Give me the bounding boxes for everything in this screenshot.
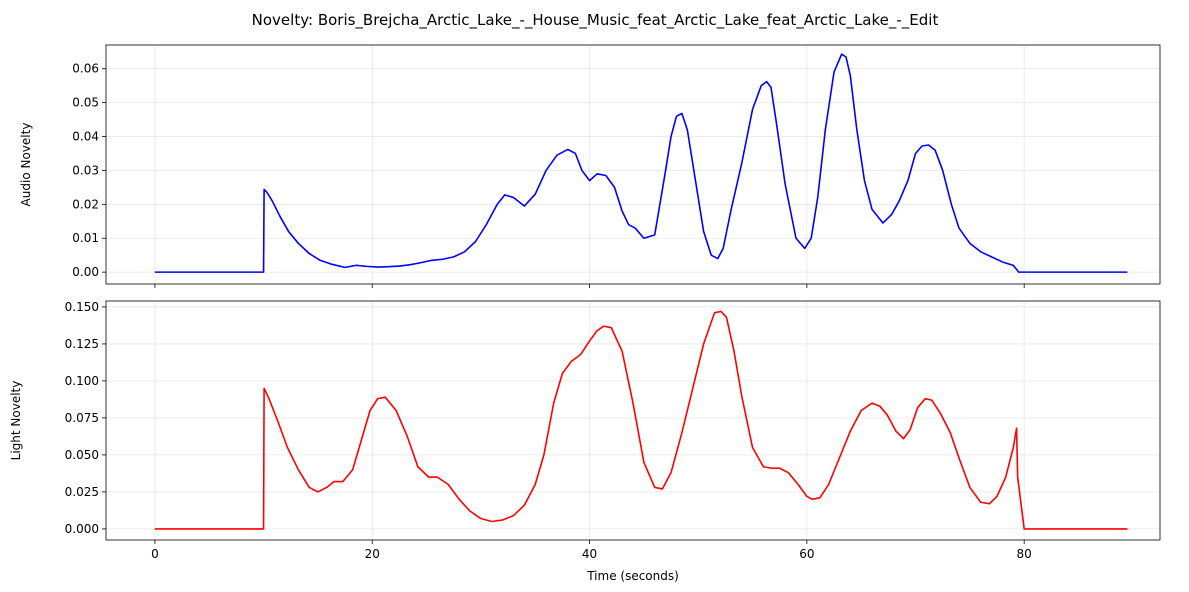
y-tick-label: 0.125 bbox=[65, 337, 99, 351]
light-novelty-panel: 0 20 40 60 80 0.000 0.025 0.050 0.075 0.100 0.125 0… bbox=[9, 300, 1161, 583]
y-tick-label: 0.00 bbox=[72, 265, 99, 279]
y-tick-label: 0.05 bbox=[72, 96, 99, 110]
y-tick-label: 0.075 bbox=[65, 411, 99, 425]
x-tick-label: 0 bbox=[151, 547, 159, 561]
audio-novelty-y-axis-label: Audio Novelty bbox=[19, 123, 33, 207]
light-novelty-y-axis-label: Light Novelty bbox=[9, 381, 23, 461]
y-tick-label: 0.06 bbox=[72, 62, 99, 76]
y-tick-label: 0.025 bbox=[65, 485, 99, 499]
figure-title: Novelty: Boris_Brejcha_Arctic_Lake_-_Hou… bbox=[252, 11, 939, 30]
y-tick-label: 0.100 bbox=[65, 374, 99, 388]
x-tick-label: 80 bbox=[1017, 547, 1032, 561]
audio-novelty-line bbox=[154, 53, 1128, 273]
y-tick-label: 0.02 bbox=[72, 197, 99, 211]
axes-frame bbox=[105, 44, 1161, 285]
light-novelty-line bbox=[154, 310, 1128, 530]
x-tick-label: 40 bbox=[582, 547, 597, 561]
audio-novelty-panel: 0.00 0.01 0.02 0.03 0.04 0.05 0.06 Audio Novelt… bbox=[19, 44, 1161, 288]
y-tick-label: 0.050 bbox=[65, 448, 99, 462]
x-tick-label: 20 bbox=[365, 547, 380, 561]
x-axis-label: Time (seconds) bbox=[586, 569, 679, 583]
axes-frame bbox=[105, 300, 1161, 541]
y-tick-label: 0.150 bbox=[65, 300, 99, 314]
x-tick-label: 60 bbox=[799, 547, 814, 561]
y-tick-label: 0.000 bbox=[65, 522, 99, 536]
y-tick-label: 0.04 bbox=[72, 130, 99, 144]
y-tick-label: 0.03 bbox=[72, 163, 99, 177]
y-tick-label: 0.01 bbox=[72, 231, 99, 245]
